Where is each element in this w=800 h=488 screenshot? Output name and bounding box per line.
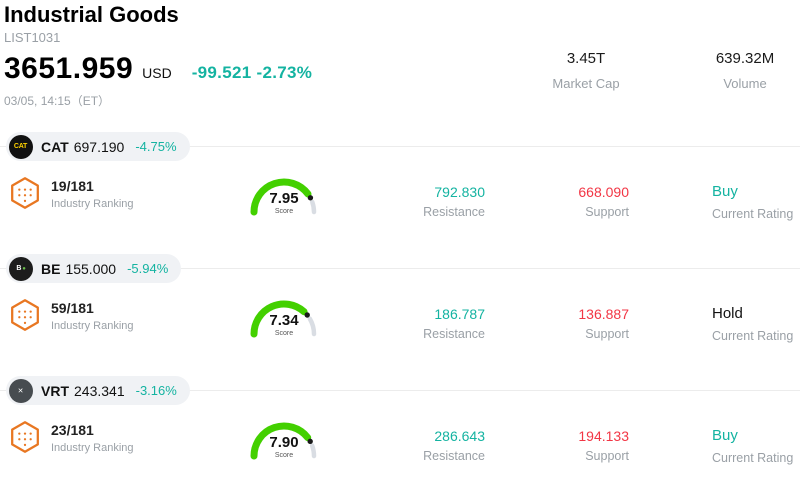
market-cap-label: Market Cap bbox=[552, 76, 620, 91]
stock-section-vrt[interactable]: ✕ VRT 243.341 -3.16% 23/181 Industry Ran… bbox=[0, 372, 800, 488]
current-rating: Buy Current Rating bbox=[712, 427, 793, 465]
ticker-symbol: BE bbox=[41, 260, 61, 277]
volume-value: 639.32M bbox=[715, 50, 775, 67]
rank-label: Industry Ranking bbox=[51, 442, 134, 454]
ticker-price: 155.000 bbox=[65, 260, 117, 277]
support-value: 136.887 bbox=[578, 306, 629, 322]
rating-value: Hold bbox=[712, 305, 743, 322]
page-title: Industrial Goods bbox=[4, 2, 179, 27]
vrt-logo-icon: ✕ bbox=[9, 378, 33, 403]
score-label: Score bbox=[274, 208, 294, 215]
current-rating: Buy Current Rating bbox=[712, 183, 793, 221]
rating-label: Current Rating bbox=[712, 207, 794, 221]
current-rating: Hold Current Rating bbox=[712, 305, 793, 343]
resistance-value: 286.643 bbox=[434, 428, 485, 444]
hexagon-icon bbox=[11, 299, 39, 331]
ticker-pill[interactable]: CAT CAT 697.190 -4.75% bbox=[6, 132, 190, 161]
header: Industrial Goods LIST1031 3651.959 USD -… bbox=[0, 0, 800, 128]
industry-ranking: 23/181 Industry Ranking bbox=[8, 420, 134, 454]
rating-value: Buy bbox=[712, 427, 738, 444]
support-label: Support bbox=[585, 449, 629, 463]
resistance-metric: 286.643 Resistance bbox=[380, 428, 485, 463]
index-change: -99.521 -2.73% bbox=[191, 63, 313, 82]
support-value: 194.133 bbox=[578, 428, 629, 444]
resistance-label: Resistance bbox=[423, 449, 485, 463]
quote-timestamp: 03/05, 14:15（ET） bbox=[4, 94, 111, 108]
ticker-price: 243.341 bbox=[74, 382, 125, 399]
rank-label: Industry Ranking bbox=[51, 320, 134, 332]
score-value: 7.90 bbox=[269, 434, 299, 451]
ticker-pill[interactable]: B ● BE 155.000 -5.94% bbox=[6, 254, 182, 283]
market-cap-value: 3.45T bbox=[566, 50, 606, 67]
hexagon-icon bbox=[11, 177, 39, 209]
score-value: 7.34 bbox=[269, 312, 299, 329]
resistance-label: Resistance bbox=[423, 205, 485, 219]
rating-label: Current Rating bbox=[712, 451, 794, 465]
ticker-change: -5.94% bbox=[127, 261, 169, 276]
volume-label: Volume bbox=[723, 76, 767, 91]
score-label: Score bbox=[274, 452, 294, 459]
support-value: 668.090 bbox=[578, 184, 629, 200]
price-line: 3651.959 USD -99.521 -2.73% bbox=[4, 52, 312, 86]
score-gauge: 7.90 Score bbox=[244, 412, 324, 468]
support-label: Support bbox=[585, 205, 629, 219]
divider bbox=[0, 268, 800, 269]
industry-ranking: 19/181 Industry Ranking bbox=[8, 176, 134, 210]
score-gauge: 7.95 Score bbox=[244, 168, 324, 224]
support-metric: 194.133 Support bbox=[524, 428, 629, 463]
resistance-metric: 186.787 Resistance bbox=[380, 306, 485, 341]
rank-label: Industry Ranking bbox=[51, 198, 134, 210]
ticker-pill[interactable]: ✕ VRT 243.341 -3.16% bbox=[6, 376, 190, 405]
list-id: LIST1031 bbox=[4, 30, 61, 45]
resistance-value: 792.830 bbox=[434, 184, 485, 200]
support-label: Support bbox=[585, 327, 629, 341]
hexagon-icon bbox=[11, 421, 39, 453]
market-cap-stat: 3.45T Market Cap bbox=[526, 50, 646, 91]
volume-stat: 639.32M Volume bbox=[690, 50, 800, 91]
divider bbox=[0, 390, 800, 391]
rating-label: Current Rating bbox=[712, 329, 794, 343]
divider bbox=[0, 146, 800, 147]
cat-logo-icon: CAT bbox=[9, 134, 33, 159]
ticker-symbol: CAT bbox=[41, 138, 69, 155]
resistance-label: Resistance bbox=[423, 327, 485, 341]
currency-label: USD bbox=[142, 65, 172, 81]
resistance-metric: 792.830 Resistance bbox=[380, 184, 485, 219]
ticker-change: -3.16% bbox=[135, 383, 177, 398]
score-label: Score bbox=[274, 330, 294, 337]
rank-value: 19/181 bbox=[51, 178, 94, 194]
rating-value: Buy bbox=[712, 183, 738, 200]
support-metric: 136.887 Support bbox=[524, 306, 629, 341]
stock-section-cat[interactable]: CAT CAT 697.190 -4.75% 19/181 Industry R… bbox=[0, 128, 800, 250]
ticker-price: 697.190 bbox=[73, 138, 125, 155]
be-logo-icon: B ● bbox=[9, 256, 33, 281]
industry-ranking: 59/181 Industry Ranking bbox=[8, 298, 134, 332]
rank-value: 59/181 bbox=[51, 300, 94, 316]
score-gauge: 7.34 Score bbox=[244, 290, 324, 346]
score-value: 7.95 bbox=[269, 190, 299, 207]
support-metric: 668.090 Support bbox=[524, 184, 629, 219]
stock-section-be[interactable]: B ● BE 155.000 -5.94% 59/181 Industry Ran… bbox=[0, 250, 800, 372]
ticker-change: -4.75% bbox=[135, 139, 177, 154]
resistance-value: 186.787 bbox=[434, 306, 485, 322]
ticker-symbol: VRT bbox=[41, 382, 69, 399]
index-price: 3651.959 bbox=[4, 52, 134, 85]
rank-value: 23/181 bbox=[51, 422, 94, 438]
